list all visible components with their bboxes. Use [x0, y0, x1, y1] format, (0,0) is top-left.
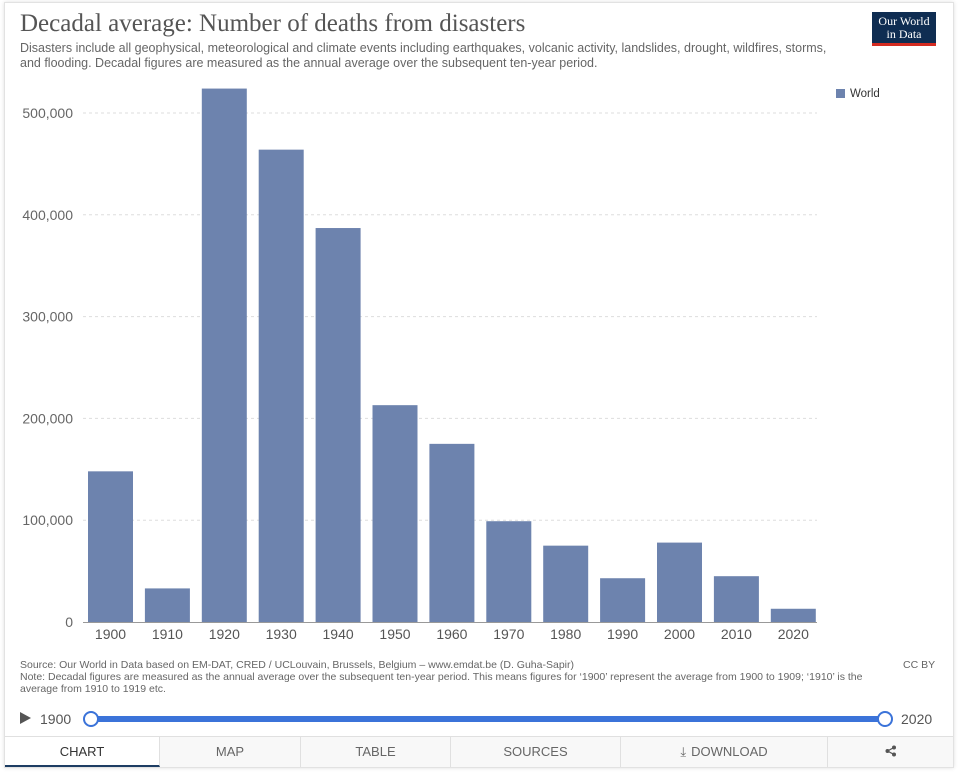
y-tick-label: 100,000	[22, 512, 73, 528]
chart-subtitle: Disasters include all geophysical, meteo…	[20, 41, 827, 70]
owid-logo[interactable]: Our World in Data	[872, 12, 936, 46]
tab-bar: CHART MAP TABLE SOURCES ⤓ DOWNLOAD	[5, 736, 953, 768]
source-note: Source: Our World in Data based on EM-DA…	[20, 659, 900, 695]
x-tick-label: 1920	[209, 626, 240, 642]
x-tick-label: 1970	[493, 626, 524, 642]
tab-map[interactable]: MAP	[160, 737, 301, 767]
source-text: Source: Our World in Data based on EM-DA…	[20, 659, 574, 671]
chart-title: Decadal average: Number of deaths from d…	[20, 10, 526, 37]
y-tick-label: 200,000	[22, 410, 73, 426]
bar[interactable]	[201, 88, 247, 623]
tab-table-label: TABLE	[355, 744, 396, 759]
bar[interactable]	[657, 542, 702, 622]
tab-table[interactable]: TABLE	[301, 737, 451, 767]
tab-sources-label: SOURCES	[503, 744, 568, 759]
timeline-start-label: 1900	[40, 711, 72, 727]
logo-accent-bar	[872, 43, 936, 46]
bar[interactable]	[600, 578, 646, 622]
x-tick-label: 2010	[721, 626, 752, 642]
x-tick-label: 1910	[152, 626, 183, 642]
timeline-track[interactable]	[90, 716, 886, 722]
tab-share[interactable]	[828, 737, 953, 767]
tab-chart-label: CHART	[59, 744, 105, 759]
x-tick-label: 1900	[95, 626, 126, 642]
license-link[interactable]: CC BY	[903, 659, 936, 671]
play-icon[interactable]	[20, 712, 31, 724]
x-tick-label: 1960	[436, 626, 467, 642]
tab-chart[interactable]: CHART	[5, 737, 160, 767]
legend-item-world[interactable]: World	[836, 88, 880, 100]
logo-line-1: Our World	[878, 14, 930, 28]
y-tick-label: 300,000	[22, 309, 73, 325]
chart-card	[4, 2, 954, 768]
logo-line-2: in Data	[886, 27, 922, 41]
bar[interactable]	[770, 608, 816, 622]
bar[interactable]	[315, 228, 361, 622]
bar[interactable]	[543, 545, 589, 622]
download-icon: ⤓	[680, 744, 687, 759]
bar[interactable]	[144, 588, 190, 622]
legend-swatch	[836, 89, 845, 98]
timeline-end-label: 2020	[901, 711, 933, 727]
legend-label: World	[850, 88, 880, 100]
x-tick-label: 1990	[607, 626, 638, 642]
x-tick-label: 1980	[550, 626, 581, 642]
timeline: 1900 2020	[20, 708, 940, 730]
share-icon	[885, 745, 896, 757]
tab-map-label: MAP	[215, 744, 245, 759]
bar[interactable]	[429, 443, 475, 622]
y-tick-label: 0	[65, 614, 73, 630]
x-tick-label: 1950	[379, 626, 410, 642]
bar[interactable]	[88, 471, 133, 622]
y-tick-label: 400,000	[22, 207, 73, 223]
x-tick-label: 1930	[266, 626, 297, 642]
bar[interactable]	[372, 405, 418, 622]
x-tick-label: 2020	[778, 626, 809, 642]
tab-download[interactable]: ⤓ DOWNLOAD	[621, 737, 828, 767]
note-text: Note: Decadal figures are measured as th…	[20, 671, 863, 695]
bar[interactable]	[713, 576, 759, 622]
x-tick-label: 1940	[323, 626, 354, 642]
timeline-start-handle[interactable]	[83, 711, 99, 727]
bar[interactable]	[486, 521, 532, 622]
tab-sources[interactable]: SOURCES	[451, 737, 621, 767]
timeline-end-handle[interactable]	[877, 711, 893, 727]
y-tick-label: 500,000	[22, 105, 73, 121]
x-tick-label: 2000	[664, 626, 695, 642]
tab-download-label: DOWNLOAD	[691, 744, 768, 759]
bar[interactable]	[258, 149, 304, 622]
